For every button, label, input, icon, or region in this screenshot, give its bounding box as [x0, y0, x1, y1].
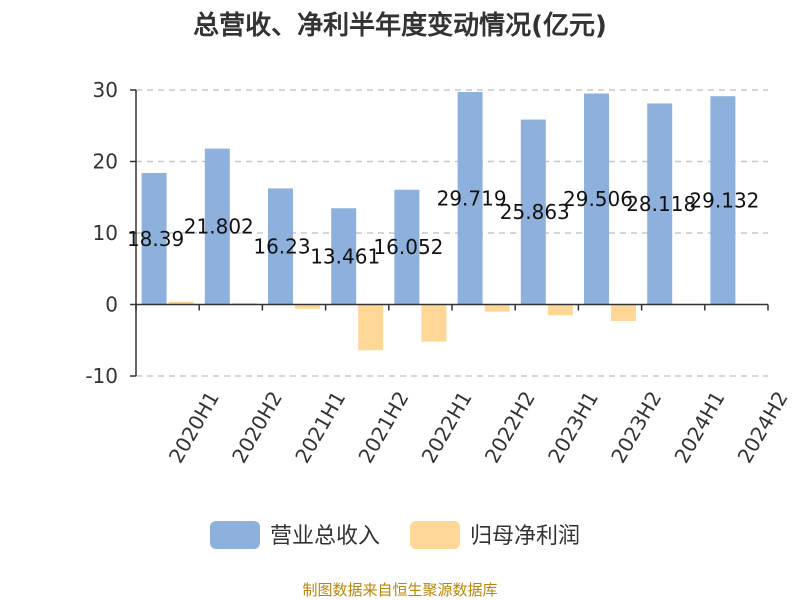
data-label-revenue: 18.39 [127, 227, 184, 251]
bar-revenue [710, 96, 736, 305]
x-tick-label: 2023H2 [606, 387, 666, 467]
legend-swatch [410, 521, 460, 549]
data-label-revenue: 29.719 [437, 186, 507, 210]
x-tick-label: 2024H2 [733, 387, 793, 467]
bar-revenue [204, 148, 230, 305]
data-label-revenue: 29.132 [689, 188, 759, 212]
chart-title: 总营收、净利半年度变动情况(亿元) [193, 10, 607, 41]
x-tick-label: 2024H1 [669, 387, 729, 467]
x-tick-label: 2020H2 [227, 387, 287, 467]
y-tick-label: 10 [93, 221, 118, 245]
x-tick-label: 2022H1 [417, 387, 477, 467]
bar-net-profit [168, 301, 194, 305]
data-label-revenue: 21.802 [184, 215, 254, 239]
x-tick-label: 2021H2 [353, 387, 413, 467]
data-label-revenue: 29.506 [563, 187, 633, 211]
data-label-revenue: 16.052 [373, 235, 443, 259]
y-tick-label: 20 [93, 150, 118, 174]
axis-layer: -10 0 10 20 30 2020H1 2020H2 2021H1 2021H2 2022H1… [85, 78, 792, 467]
bar-revenue [331, 208, 357, 305]
x-tick-label: 2023H1 [543, 387, 603, 467]
y-tick-label: 0 [105, 293, 118, 317]
bar-net-profit [421, 304, 447, 342]
bar-revenue [394, 189, 420, 305]
data-label-revenue: 25.863 [500, 200, 570, 224]
bar-net-profit [484, 304, 510, 312]
bar-net-profit [358, 304, 384, 351]
bar-revenue [520, 119, 546, 305]
legend-label: 归母净利润 [470, 524, 580, 549]
bar-revenue [457, 92, 483, 305]
bar-net-profit [547, 304, 573, 316]
bar-revenue [141, 173, 167, 305]
x-tick-label: 2021H1 [290, 387, 350, 467]
bar-revenue [584, 93, 609, 305]
data-label-revenue: 13.461 [310, 244, 380, 268]
bar-layer [141, 92, 763, 351]
bar-net-profit [611, 304, 636, 321]
bar-revenue [647, 103, 673, 305]
x-tick-label: 2022H2 [480, 387, 540, 467]
y-tick-label: -10 [85, 364, 118, 388]
data-label-revenue: 16.23 [253, 234, 310, 258]
legend: 营业总收入 归母净利润 [210, 521, 580, 549]
x-tick-label: 2020H1 [164, 387, 224, 467]
bar-revenue [268, 188, 293, 305]
legend-label: 营业总收入 [270, 524, 380, 549]
y-tick-label: 30 [93, 78, 118, 102]
source-footer: 制图数据来自恒生聚源数据库 [302, 581, 497, 599]
bar-net-profit [295, 304, 320, 309]
legend-swatch [210, 521, 260, 549]
data-label-revenue: 28.118 [626, 192, 696, 216]
